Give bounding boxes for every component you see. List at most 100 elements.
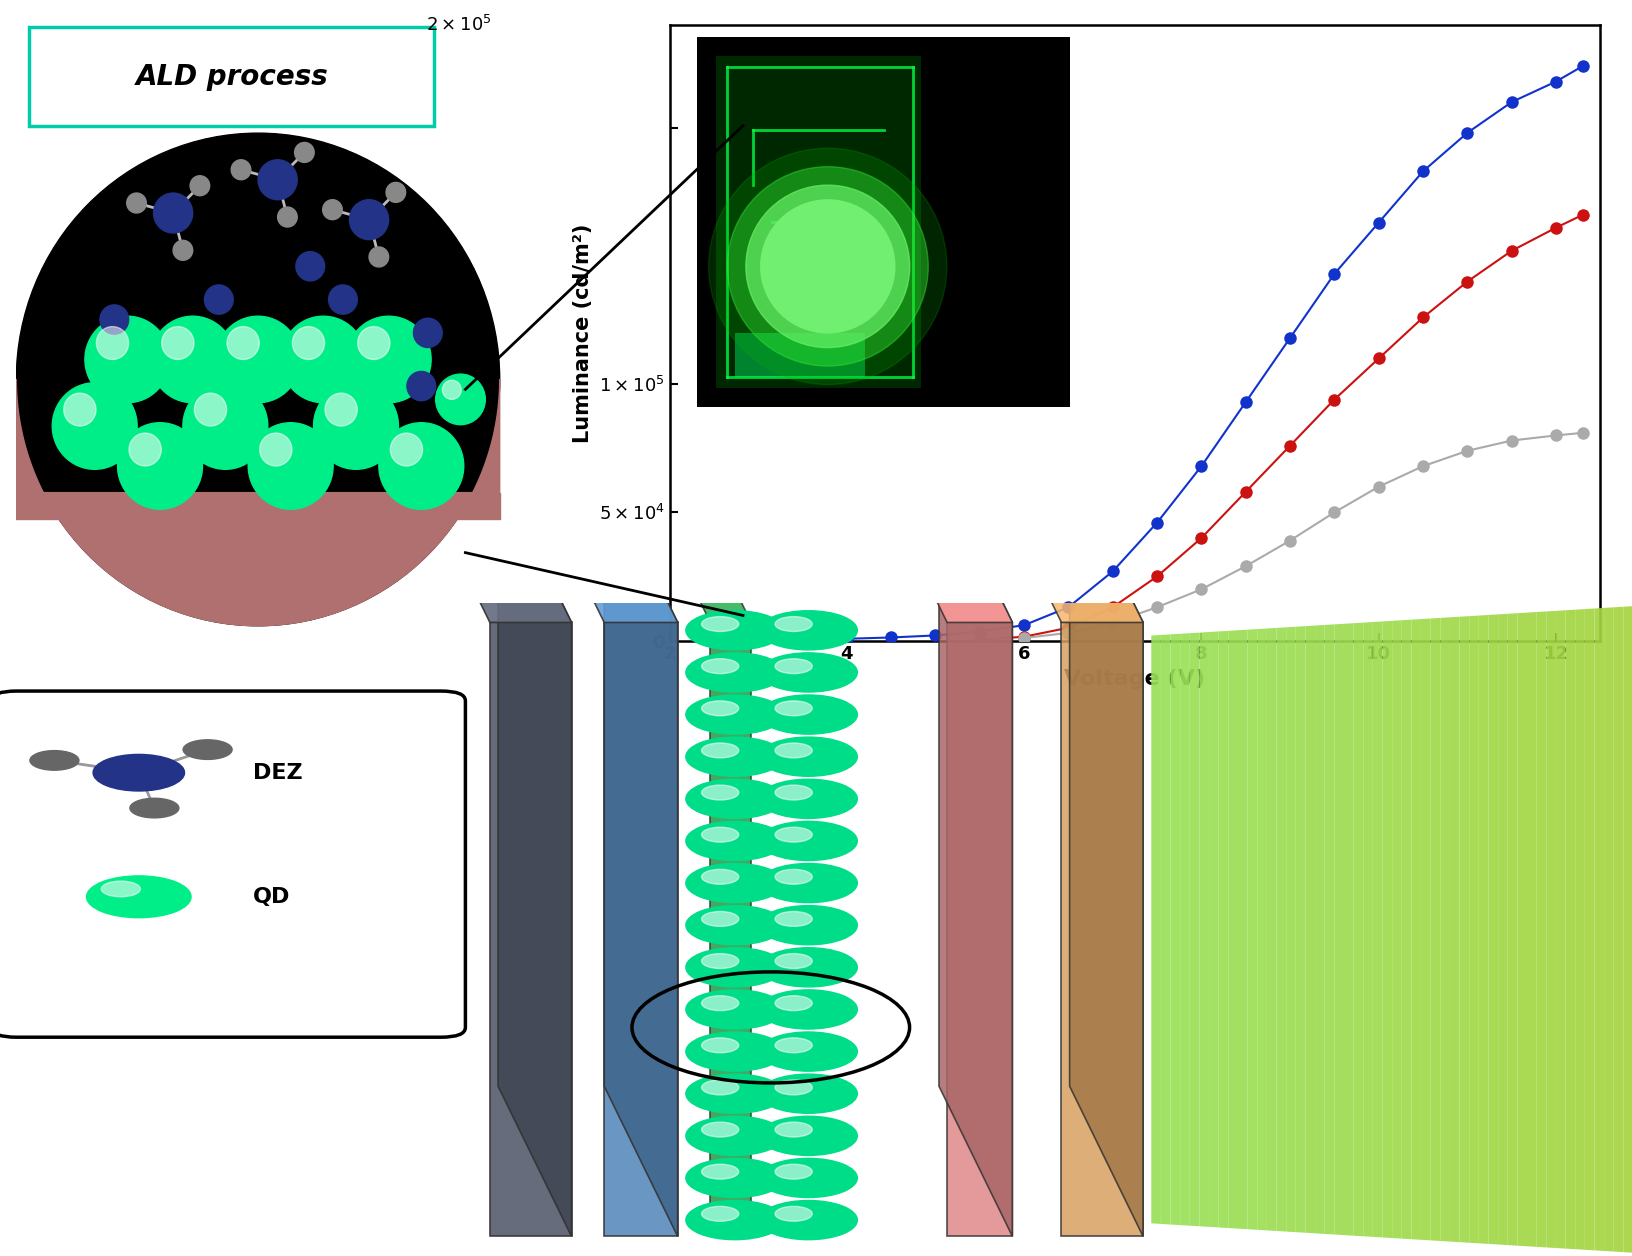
Circle shape [702,1206,738,1221]
Circle shape [702,658,738,673]
Polygon shape [530,472,677,623]
Circle shape [436,374,485,425]
Circle shape [685,653,783,692]
Circle shape [127,193,147,214]
Circle shape [775,1206,811,1221]
Circle shape [702,701,738,716]
Circle shape [685,821,783,860]
Polygon shape [1410,619,1420,1240]
Polygon shape [1237,629,1247,1230]
Polygon shape [1603,608,1612,1251]
Polygon shape [1180,633,1190,1226]
Circle shape [86,875,191,918]
Circle shape [194,393,227,426]
Polygon shape [636,472,751,623]
Polygon shape [490,623,571,1236]
Polygon shape [1400,619,1410,1240]
Circle shape [93,755,184,791]
Circle shape [702,617,738,632]
Polygon shape [1439,617,1449,1242]
Circle shape [248,423,333,509]
Circle shape [685,990,783,1029]
Circle shape [775,1037,811,1053]
Polygon shape [710,623,751,1236]
Circle shape [775,1164,811,1179]
Circle shape [390,433,423,466]
Circle shape [258,160,297,200]
Circle shape [346,317,431,403]
Circle shape [313,383,398,470]
Y-axis label: Luminance (cd/m²): Luminance (cd/m²) [573,224,592,442]
Polygon shape [498,472,571,1236]
Polygon shape [1392,620,1400,1238]
Circle shape [702,785,738,800]
Polygon shape [1488,614,1497,1245]
Circle shape [759,1201,857,1240]
Polygon shape [1151,636,1160,1223]
Text: QD: QD [253,887,290,907]
Circle shape [295,251,325,281]
Polygon shape [1314,625,1324,1233]
Circle shape [277,207,297,227]
Polygon shape [1373,622,1382,1237]
Polygon shape [1555,610,1565,1248]
Circle shape [64,393,96,426]
Circle shape [775,701,811,716]
Polygon shape [1593,608,1603,1251]
Circle shape [406,372,436,401]
Circle shape [325,393,357,426]
Polygon shape [1343,623,1353,1236]
Circle shape [685,1117,783,1156]
Circle shape [118,423,202,509]
Polygon shape [1296,627,1304,1232]
Polygon shape [604,472,677,1236]
Polygon shape [1286,627,1296,1232]
Circle shape [685,906,783,945]
Polygon shape [1497,614,1506,1245]
Circle shape [685,948,783,987]
Polygon shape [1363,622,1373,1237]
Circle shape [131,799,180,818]
Polygon shape [1333,624,1343,1235]
Polygon shape [1516,613,1526,1246]
Polygon shape [1479,615,1488,1243]
Polygon shape [987,472,1142,623]
Circle shape [759,610,857,649]
FancyBboxPatch shape [0,691,465,1037]
Circle shape [357,327,390,359]
Polygon shape [1565,609,1575,1250]
Polygon shape [16,379,499,625]
Circle shape [259,433,292,466]
Polygon shape [1160,634,1170,1225]
Circle shape [96,327,129,359]
Circle shape [702,1164,738,1179]
Polygon shape [947,623,1012,1236]
Circle shape [281,317,366,403]
Circle shape [759,1117,857,1156]
Circle shape [85,317,170,403]
Polygon shape [938,472,1012,1236]
Polygon shape [604,623,677,1236]
Text: $2\times10^{5}$: $2\times10^{5}$ [426,15,491,35]
Circle shape [759,990,857,1029]
Circle shape [150,317,235,403]
Circle shape [759,737,857,776]
Circle shape [685,1032,783,1071]
Circle shape [759,1074,857,1113]
Circle shape [759,948,857,987]
Circle shape [100,305,129,334]
Polygon shape [1257,628,1266,1231]
Circle shape [442,381,460,399]
Polygon shape [1469,615,1479,1243]
Circle shape [775,912,811,927]
Circle shape [685,863,783,903]
Circle shape [685,779,783,819]
Circle shape [685,610,783,649]
Circle shape [775,996,811,1011]
Circle shape [685,737,783,776]
Polygon shape [1198,632,1208,1227]
Circle shape [702,869,738,884]
Circle shape [292,327,325,359]
Circle shape [379,423,463,509]
Circle shape [349,200,388,240]
